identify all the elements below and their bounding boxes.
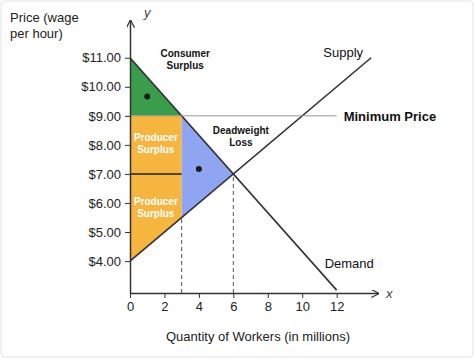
tick-label: 0 [127,299,134,314]
h-line [130,173,182,175]
tick-label: $4.00 [88,254,121,269]
chart-container: $4.00 $5.00 $6.00 $7.00 $8.00 $9.00 $10.00 $11.… [0,0,474,358]
series-line [130,115,337,116]
tick-label: $7.00 [88,167,121,182]
tick: $11.00 [82,50,130,65]
tick-label: $9.00 [88,109,121,124]
series-line [130,58,371,261]
tick-mark [337,293,338,298]
tick-label: 6 [230,299,237,314]
tick-mark [199,293,200,298]
tick: $6.00 [88,196,130,211]
tick: $7.00 [88,167,130,182]
tick-mark [125,116,130,117]
tick: 8 [265,293,272,314]
tick: 12 [330,293,344,314]
tick-label: 12 [330,299,344,314]
tick-label: 10 [295,299,309,314]
y-axis-title: per hour) [10,26,63,41]
tick: 0 [127,293,134,314]
tick: 10 [295,293,309,314]
tick-mark [125,145,130,146]
tick-mark [125,261,130,262]
axis-line [130,21,132,294]
tick-mark [233,293,234,298]
tick-mark [164,293,165,298]
tick: $5.00 [88,225,130,240]
tick: 6 [230,293,237,314]
tick-label: 8 [265,299,272,314]
tick-mark [125,203,130,204]
tick: $10.00 [81,79,130,94]
tick-label: 4 [196,299,203,314]
region [130,174,182,261]
tick-mark [125,58,130,59]
x-axis-title: Quantity of Workers (in millions) [166,329,350,344]
region-label: Surplus [137,208,175,219]
tick-mark [130,293,131,298]
tick-label: $6.00 [88,196,121,211]
y-axis: $4.00 $5.00 $6.00 $7.00 $8.00 $9.00 $10.00 $11.… [81,21,130,294]
region [130,116,182,174]
annotations: ConsumerSurplusProducerSurplusProducerSu… [10,5,436,344]
region-label: Surplus [167,60,205,71]
tick-label: $8.00 [88,138,121,153]
region-label: Producer [134,132,178,143]
tick: $4.00 [88,254,130,269]
v-line [181,217,182,293]
x-axis: 0 2 4 6 8 10 12 [127,293,379,314]
region-label: Deadweight [213,125,270,136]
tick: $9.00 [88,109,130,124]
tick: $8.00 [88,138,130,153]
region-label: Loss [229,137,253,148]
series-label: Minimum Price [344,109,436,124]
axis-line [131,293,379,295]
y-axis-title: Price (wage [10,10,79,25]
v-line [233,174,234,293]
series-label: Demand [325,256,374,271]
region-label: Surplus [137,144,175,155]
tick: 4 [196,293,203,314]
tick-label: $5.00 [88,225,121,240]
region-label: Consumer [160,48,210,59]
tick-label: $11.00 [82,50,121,65]
tick-label: 2 [161,299,168,314]
tick-mark [268,293,269,298]
series-label: Supply [323,45,363,60]
tick-mark [125,174,130,175]
tick: 2 [161,293,168,314]
axis-letter: x [385,286,393,301]
label-dot [196,166,202,172]
tick-mark [125,87,130,88]
tick-label: $10.00 [81,79,121,94]
label-dot [144,93,150,99]
tick-mark [302,293,303,298]
background [1,1,473,357]
chart-svg: $4.00 $5.00 $6.00 $7.00 $8.00 $9.00 $10.00 $11.… [0,0,474,358]
series-line [130,58,337,290]
tick-mark [125,232,130,233]
region-label: Producer [134,196,178,207]
axis-letter: y [143,5,152,20]
